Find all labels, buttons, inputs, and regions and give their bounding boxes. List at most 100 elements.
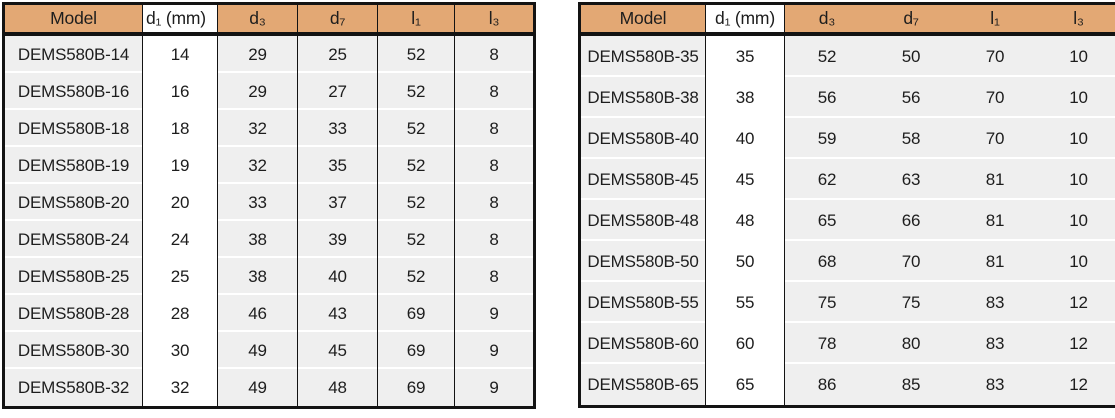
value-cell: 48: [298, 369, 378, 406]
value-cell: 10: [1037, 77, 1115, 118]
table-row: DEMS580B-19 19 32 35 52 8: [5, 147, 533, 184]
value-cell: 16: [143, 73, 218, 110]
value-cell: 12: [1037, 364, 1115, 405]
model-cell: DEMS580B-35: [581, 36, 706, 77]
table-row: DEMS580B-20 20 33 37 52 8: [5, 184, 533, 221]
value-cell: 10: [1037, 241, 1115, 282]
value-cell: 20: [143, 184, 218, 221]
table-row: DEMS580B-24 24 38 39 52 8: [5, 221, 533, 258]
value-cell: 52: [785, 36, 869, 77]
value-cell: 9: [455, 295, 533, 332]
value-cell: 49: [218, 332, 298, 369]
value-cell: 38: [218, 221, 298, 258]
value-cell: 70: [953, 36, 1037, 77]
value-cell: 24: [143, 221, 218, 258]
value-cell: 50: [869, 36, 953, 77]
column-header-l1: l₁: [953, 5, 1037, 36]
value-cell: 59: [785, 118, 869, 159]
value-cell: 63: [869, 159, 953, 200]
value-cell: 50: [706, 241, 785, 282]
value-cell: 18: [143, 110, 218, 147]
table-row: DEMS580B-18 18 32 33 52 8: [5, 110, 533, 147]
table-row: DEMS580B-28 28 46 43 69 9: [5, 295, 533, 332]
value-cell: 56: [869, 77, 953, 118]
table-row: DEMS580B-32 32 49 48 69 9: [5, 369, 533, 406]
value-cell: 70: [869, 241, 953, 282]
value-cell: 8: [455, 36, 533, 73]
value-cell: 12: [1037, 282, 1115, 323]
table-row: DEMS580B-30 30 49 45 69 9: [5, 332, 533, 369]
model-cell: DEMS580B-45: [581, 159, 706, 200]
value-cell: 52: [378, 147, 455, 184]
model-cell: DEMS580B-28: [5, 295, 143, 332]
value-cell: 8: [455, 258, 533, 295]
column-header-d3: d₃: [785, 5, 869, 36]
value-cell: 10: [1037, 159, 1115, 200]
value-cell: 39: [298, 221, 378, 258]
value-cell: 46: [218, 295, 298, 332]
value-cell: 52: [378, 184, 455, 221]
value-cell: 10: [1037, 36, 1115, 77]
model-cell: DEMS580B-24: [5, 221, 143, 258]
table-row: DEMS580B-35 35 52 50 70 10: [581, 36, 1115, 77]
table-row: DEMS580B-14 14 29 25 52 8: [5, 36, 533, 73]
table-row: DEMS580B-40 40 59 58 70 10: [581, 118, 1115, 159]
model-cell: DEMS580B-38: [581, 77, 706, 118]
value-cell: 52: [378, 36, 455, 73]
value-cell: 81: [953, 200, 1037, 241]
table-row: DEMS580B-50 50 68 70 81 10: [581, 241, 1115, 282]
table-row: DEMS580B-38 38 56 56 70 10: [581, 77, 1115, 118]
value-cell: 52: [378, 221, 455, 258]
table-row: DEMS580B-25 25 38 40 52 8: [5, 258, 533, 295]
table-row: DEMS580B-45 45 62 63 81 10: [581, 159, 1115, 200]
value-cell: 65: [785, 200, 869, 241]
value-cell: 49: [218, 369, 298, 406]
table-row: DEMS580B-60 60 78 80 83 12: [581, 323, 1115, 364]
column-header-d1: d₁ (mm): [706, 5, 785, 36]
spec-table-left: Model d₁ (mm) d₃ d₇ l₁ l₃ DEMS580B-14 14 2…: [2, 2, 536, 409]
value-cell: 37: [298, 184, 378, 221]
value-cell: 62: [785, 159, 869, 200]
value-cell: 58: [869, 118, 953, 159]
value-cell: 35: [706, 36, 785, 77]
value-cell: 45: [298, 332, 378, 369]
table-body: DEMS580B-14 14 29 25 52 8 DEMS580B-16 16 29 27 52 8…: [5, 36, 533, 406]
value-cell: 29: [218, 73, 298, 110]
value-cell: 60: [706, 323, 785, 364]
column-header-l3: l₃: [455, 5, 533, 36]
model-cell: DEMS580B-18: [5, 110, 143, 147]
column-header-d7: d₇: [869, 5, 953, 36]
value-cell: 10: [1037, 200, 1115, 241]
table-row: DEMS580B-55 55 75 75 83 12: [581, 282, 1115, 323]
value-cell: 83: [953, 323, 1037, 364]
value-cell: 69: [378, 332, 455, 369]
value-cell: 48: [706, 200, 785, 241]
value-cell: 9: [455, 332, 533, 369]
value-cell: 19: [143, 147, 218, 184]
table-body: DEMS580B-35 35 52 50 70 10 DEMS580B-38 38 56 56 70…: [581, 36, 1115, 405]
value-cell: 30: [143, 332, 218, 369]
value-cell: 66: [869, 200, 953, 241]
model-cell: DEMS580B-40: [581, 118, 706, 159]
model-cell: DEMS580B-16: [5, 73, 143, 110]
value-cell: 8: [455, 221, 533, 258]
value-cell: 43: [298, 295, 378, 332]
value-cell: 8: [455, 73, 533, 110]
value-cell: 33: [218, 184, 298, 221]
value-cell: 38: [218, 258, 298, 295]
value-cell: 25: [298, 36, 378, 73]
table-row: DEMS580B-16 16 29 27 52 8: [5, 73, 533, 110]
model-cell: DEMS580B-25: [5, 258, 143, 295]
value-cell: 40: [706, 118, 785, 159]
value-cell: 9: [455, 369, 533, 406]
model-cell: DEMS580B-50: [581, 241, 706, 282]
value-cell: 32: [143, 369, 218, 406]
value-cell: 45: [706, 159, 785, 200]
table-header: Model d₁ (mm) d₃ d₇ l₁ l₃: [5, 5, 533, 36]
value-cell: 10: [1037, 118, 1115, 159]
column-header-l1: l₁: [378, 5, 455, 36]
value-cell: 78: [785, 323, 869, 364]
value-cell: 40: [298, 258, 378, 295]
value-cell: 38: [706, 77, 785, 118]
value-cell: 81: [953, 159, 1037, 200]
